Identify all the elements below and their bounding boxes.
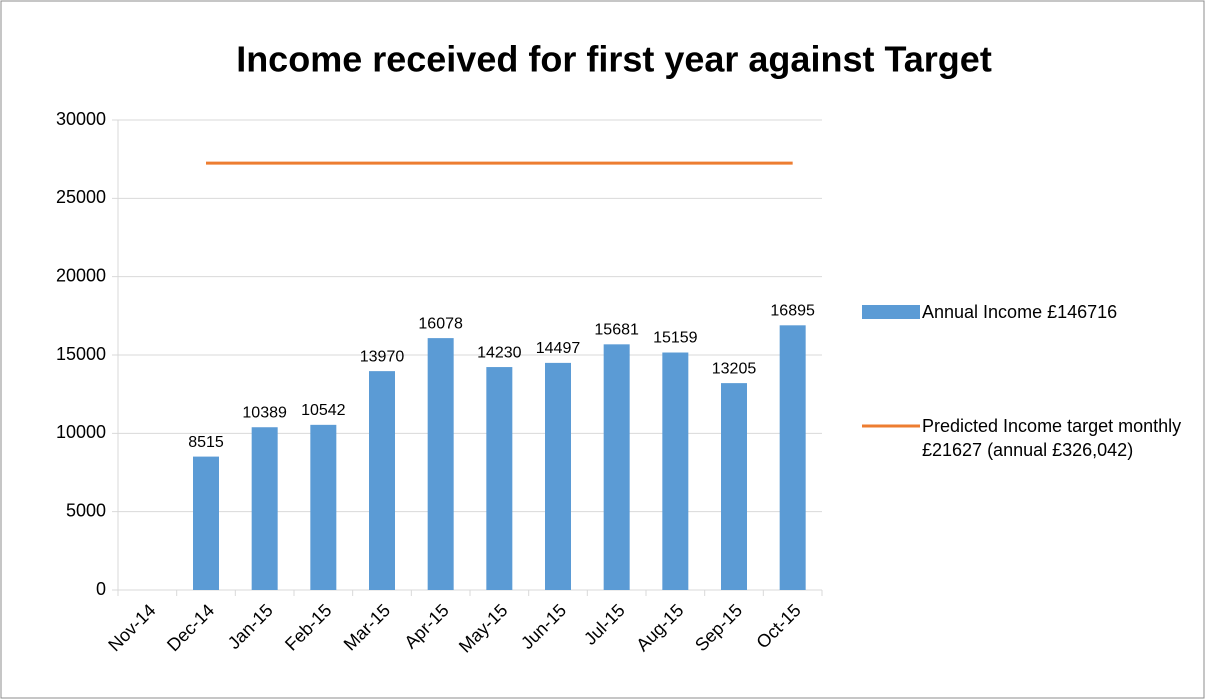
- bar: [486, 367, 513, 590]
- y-tick-label: 10000: [56, 422, 106, 442]
- data-label: 13205: [712, 360, 757, 377]
- data-label: 15159: [653, 330, 698, 347]
- bar: [369, 371, 395, 590]
- y-tick-label: 5000: [66, 500, 106, 520]
- data-label: 8515: [188, 434, 224, 451]
- bar: [193, 456, 219, 590]
- data-label: 16895: [770, 303, 815, 320]
- chart-title: Income received for first year against T…: [236, 39, 992, 80]
- bar: [779, 325, 806, 590]
- data-label: 15681: [594, 322, 639, 339]
- y-tick-label: 30000: [56, 109, 106, 129]
- data-label: 14230: [477, 344, 522, 361]
- legend-label: Annual Income £146716: [922, 302, 1118, 322]
- data-label: 10542: [301, 402, 346, 419]
- data-label: 16078: [418, 315, 463, 332]
- y-tick-label: 15000: [56, 344, 106, 364]
- bar: [251, 427, 278, 590]
- legend-swatch: [862, 305, 920, 319]
- data-label: 13970: [360, 348, 405, 365]
- bar: [603, 344, 630, 590]
- legend-label: Predicted Income target monthly £21627 (…: [922, 416, 1182, 460]
- y-tick-label: 20000: [56, 265, 106, 285]
- bar: [310, 424, 337, 590]
- data-label: 14497: [536, 340, 581, 357]
- data-label: 10389: [242, 404, 287, 421]
- bar: [721, 383, 747, 590]
- y-tick-label: 0: [96, 579, 106, 599]
- y-tick-label: 25000: [56, 187, 106, 207]
- bar: [427, 338, 454, 590]
- bar: [545, 362, 571, 590]
- bar: [662, 352, 689, 590]
